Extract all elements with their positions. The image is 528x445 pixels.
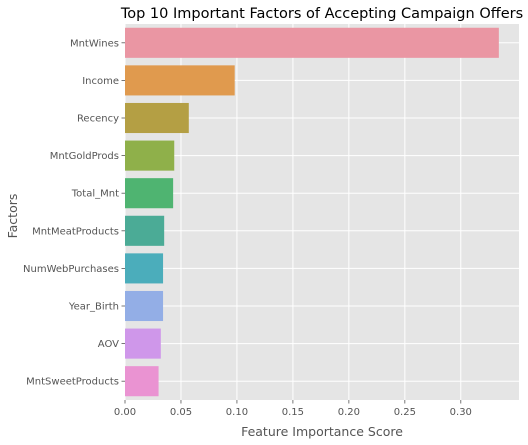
- bar-mntgoldprods: [125, 140, 175, 171]
- bar-mntmeatproducts: [125, 215, 165, 246]
- chart-title: Top 10 Important Factors of Accepting Ca…: [120, 6, 523, 22]
- y-tick-label: MntSweetProducts: [26, 377, 119, 388]
- y-tick-labels: MntWines Income Recency MntGoldProds Total_M…: [23, 38, 125, 388]
- bar-mntsweetproducts: [125, 366, 159, 397]
- y-tick-label: Total_Mnt: [71, 189, 119, 200]
- y-tick-label: AOV: [98, 339, 119, 350]
- x-tick-label: 0.15: [282, 407, 304, 418]
- bar-numwebpurchases: [125, 253, 164, 284]
- y-tick-label: NumWebPurchases: [23, 264, 119, 275]
- bars: [125, 27, 499, 397]
- bar-total-mnt: [125, 178, 174, 209]
- bar-mntwines: [125, 27, 499, 58]
- x-axis-label: Feature Importance Score: [241, 424, 403, 439]
- bar-recency: [125, 102, 189, 134]
- x-tick-label: 0.30: [450, 407, 472, 418]
- y-tick-label: Year_Birth: [68, 302, 119, 313]
- x-tick-label: 0.25: [394, 407, 416, 418]
- x-tick-label: 0.10: [226, 407, 248, 418]
- y-tick-label: Recency: [77, 114, 119, 125]
- bar-income: [125, 65, 235, 96]
- x-tick-label: 0.00: [114, 407, 136, 418]
- bar-year-birth: [125, 290, 164, 322]
- y-tick-label: Income: [82, 76, 119, 87]
- y-tick-label: MntWines: [70, 38, 119, 49]
- y-axis-label: Factors: [5, 194, 20, 239]
- y-tick-label: MntGoldProds: [50, 151, 119, 162]
- y-tick-label: MntMeatProducts: [32, 226, 119, 237]
- x-tick-label: 0.20: [338, 407, 360, 418]
- x-tick-label: 0.05: [170, 407, 192, 418]
- bar-aov: [125, 328, 161, 359]
- x-tick-labels: 0.00 0.05 0.10 0.15 0.20 0.25 0.30: [114, 400, 472, 418]
